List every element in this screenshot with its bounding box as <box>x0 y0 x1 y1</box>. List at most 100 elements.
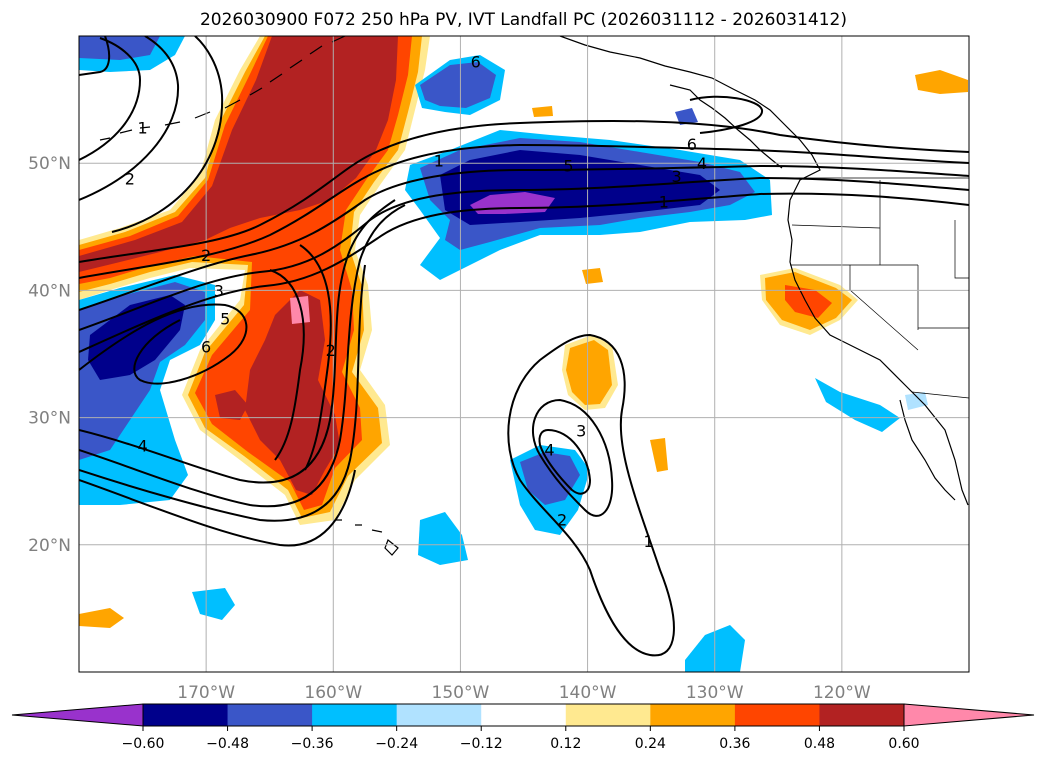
colorbar-tick-label: 0.12 <box>550 736 581 752</box>
contour-label: 5 <box>220 309 230 328</box>
border-wy <box>954 220 969 279</box>
cool-anomaly-baja <box>815 378 900 432</box>
map-title: 2026030900 F072 250 hPa PV, IVT Landfall… <box>199 10 847 30</box>
border-mexico <box>911 391 969 399</box>
contour-label: 6 <box>471 52 481 71</box>
contour-label: 1 <box>434 152 444 171</box>
colorbar-segment <box>396 704 482 726</box>
plot-border <box>78 35 970 673</box>
latitude-labels: 50°N 40°N 30°N 20°N <box>28 154 71 556</box>
contour-label: 3 <box>576 421 586 440</box>
contour-label: 4 <box>697 154 707 173</box>
cool-anomaly-small-sw <box>192 588 235 620</box>
contour-south-b <box>79 204 406 508</box>
lon-label: 160°W <box>304 683 362 703</box>
colorbar-tick-label: 0.24 <box>635 736 666 752</box>
colorbar-segment <box>312 704 398 726</box>
lat-label: 30°N <box>28 409 71 429</box>
colorbar-extend-low <box>11 703 144 727</box>
contour-trough-inner <box>269 269 305 461</box>
colorbar <box>11 703 1035 727</box>
cool-anomaly-bc <box>675 108 698 125</box>
colorbar-tick-labels: −0.60 −0.48 −0.36 −0.24 −0.12 0.12 0.24 0.36 0.4… <box>122 726 920 752</box>
contour-south-a <box>79 199 396 484</box>
contour-label: 3 <box>214 281 224 300</box>
colorbar-segment <box>481 704 567 726</box>
contour-central-inner <box>538 428 592 495</box>
contour-label: 4 <box>137 437 147 456</box>
contour-nw-3 <box>111 36 224 233</box>
colorbar-tick-label: −0.36 <box>291 736 334 752</box>
border-wa-or <box>791 224 881 229</box>
contour-ne-1 <box>689 95 763 134</box>
contour-label: 6 <box>201 337 211 356</box>
colorbar-tick-label: −0.24 <box>375 736 418 752</box>
southeast-alaska-coast <box>669 84 783 169</box>
contour-label: 6 <box>687 135 697 154</box>
lon-label: 130°W <box>686 683 744 703</box>
lon-label: 120°W <box>813 683 871 703</box>
contour-jet-a <box>79 119 969 263</box>
contour-label: 2 <box>201 246 211 265</box>
contour-nw-1 <box>79 37 142 161</box>
contour-south-c <box>79 264 366 522</box>
cool-anomaly-central-mid <box>520 452 580 505</box>
colorbar-tick-label: 0.60 <box>888 736 919 752</box>
contour-label: 1 <box>137 119 147 138</box>
warm-anomaly-pink <box>290 296 310 324</box>
aleutian-islands <box>99 36 346 141</box>
coastlines <box>99 36 969 556</box>
cool-anomaly-hawaii <box>418 512 468 565</box>
warm-patch-california-red <box>785 285 832 318</box>
contour-label: 5 <box>563 157 573 176</box>
contour-nw-2 <box>79 36 180 201</box>
contour-label: 2 <box>557 510 567 529</box>
contour-jet-d <box>79 176 969 331</box>
alaska-coast <box>559 36 969 506</box>
colorbar-tick-label: 0.48 <box>804 736 835 752</box>
colorbar-border <box>142 703 905 727</box>
colorbar-segment <box>565 704 651 726</box>
cool-anomaly-baja-light <box>905 392 928 410</box>
colorbar-tick-label: 0.36 <box>719 736 750 752</box>
lon-label: 140°W <box>559 683 617 703</box>
warm-anomaly-main-darkred <box>79 36 398 495</box>
colorbar-tick-label: −0.12 <box>460 736 503 752</box>
colorbar-segment <box>227 704 313 726</box>
warm-patch-small-1 <box>650 438 668 472</box>
lat-label: 20°N <box>28 536 71 556</box>
lat-label: 40°N <box>28 281 71 301</box>
contour-jet-e <box>79 192 969 353</box>
contour-label: 2 <box>326 341 336 360</box>
hawaii-islands <box>335 519 399 556</box>
colorbar-segment <box>650 704 736 726</box>
lon-label: 150°W <box>432 683 490 703</box>
lat-label: 50°N <box>28 154 71 174</box>
contour-trough-inner-2 <box>299 244 332 471</box>
warm-patch-topright <box>915 70 968 94</box>
colorbar-tick-label: −0.48 <box>206 736 249 752</box>
contour-nw-4 <box>79 36 111 76</box>
colorbar-extend-high <box>903 703 1035 727</box>
warm-patch-near-hawaii-north-orange <box>566 340 612 405</box>
ivt-contours <box>79 36 969 657</box>
contour-jet-c <box>79 164 969 311</box>
contour-west-loop <box>79 303 248 385</box>
colorbar-segment <box>734 704 820 726</box>
colorbar-tick-label: −0.60 <box>122 736 165 752</box>
contour-label: 1 <box>644 532 654 551</box>
contour-south-d <box>79 469 356 547</box>
colorbar-segment <box>143 704 229 726</box>
contour-label: 4 <box>544 440 554 459</box>
contour-central-mid <box>531 398 614 517</box>
baja-coast <box>899 399 956 501</box>
cool-anomaly-gulf-alaska-mid <box>420 62 496 108</box>
contour-label: 1 <box>659 192 669 211</box>
contour-jet-b <box>79 143 969 279</box>
contour-label: 3 <box>671 167 681 186</box>
colorbar-segment <box>819 704 905 726</box>
contour-label: 2 <box>125 169 135 188</box>
lon-label: 170°W <box>177 683 235 703</box>
